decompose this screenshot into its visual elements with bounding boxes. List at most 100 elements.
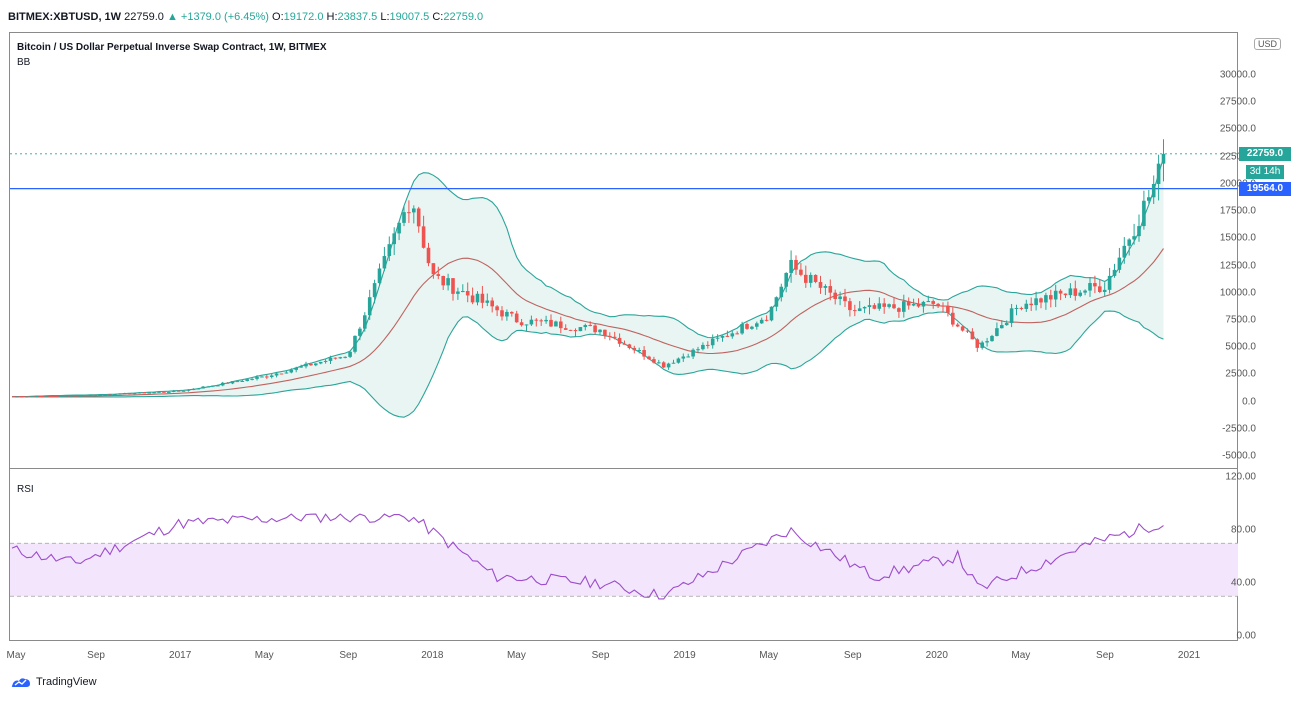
candle-body	[853, 310, 857, 312]
candle-body	[519, 322, 524, 326]
candle-body	[88, 394, 93, 396]
bollinger-band-fill	[12, 157, 1164, 418]
price-tick-label: 15000.0	[1219, 232, 1256, 244]
candle-body	[995, 328, 999, 336]
candle-body	[377, 268, 382, 284]
candle-body	[1058, 290, 1063, 294]
candle-body	[93, 394, 98, 396]
candle-body	[407, 212, 411, 214]
candle-body	[1151, 183, 1156, 198]
tradingview-logo[interactable]: TradingView	[10, 676, 97, 688]
rsi-band-fill	[10, 543, 1238, 597]
candle-body	[559, 321, 563, 329]
candle-body	[216, 385, 220, 387]
candle-body	[1063, 293, 1068, 296]
time-tick-label: Sep	[591, 650, 610, 661]
time-tick-label: Sep	[1096, 650, 1114, 661]
currency-button[interactable]: USD	[1254, 38, 1282, 50]
candle-body	[720, 335, 725, 338]
candle-body	[813, 274, 818, 283]
candle-body	[1122, 245, 1127, 258]
candle-body	[1000, 325, 1004, 329]
candle-body	[750, 326, 754, 329]
candle-body	[642, 350, 646, 357]
candle-body	[902, 301, 906, 312]
candle-body	[29, 396, 34, 398]
time-tick-label: Sep	[87, 650, 105, 661]
candle-body	[343, 356, 347, 358]
candle-body	[632, 347, 637, 351]
rsi-indicator-label[interactable]: RSI	[17, 484, 34, 495]
candle-body	[186, 389, 191, 391]
candle-body	[451, 278, 455, 294]
horizontal-line-tag: 19564.0	[1239, 182, 1291, 196]
rsi-tick-label: 120.00	[1225, 471, 1256, 483]
candle-body	[39, 396, 44, 398]
candle-body	[951, 312, 955, 325]
candle-body	[475, 293, 480, 303]
candle-body	[946, 305, 950, 313]
candle-body	[1088, 283, 1092, 291]
candle-body	[83, 395, 88, 397]
candle-body	[480, 293, 485, 303]
time-tick-label: May	[1011, 650, 1031, 661]
candle-body	[78, 395, 83, 397]
candle-body	[108, 394, 112, 396]
last-price: 22759.0	[124, 11, 164, 23]
candle-body	[755, 323, 759, 327]
symbol-name[interactable]: BITMEX:XBTUSD, 1W	[8, 11, 122, 23]
price-tick-label: 10000.0	[1219, 287, 1256, 299]
candle-body	[612, 336, 617, 338]
candle-body	[715, 337, 720, 339]
candle-body	[142, 392, 147, 394]
candle-body	[936, 303, 940, 306]
candle-body	[666, 363, 671, 368]
candle-body	[583, 325, 588, 328]
candle-body	[823, 286, 828, 288]
candle-body	[1098, 286, 1102, 292]
candle-body	[181, 390, 186, 392]
candle-body	[49, 395, 53, 397]
time-tick-label: Sep	[843, 650, 862, 661]
candle-body	[225, 382, 230, 384]
candle-body	[568, 329, 573, 331]
candle-body	[431, 263, 436, 275]
candle-body	[696, 349, 700, 351]
candle-body	[804, 274, 808, 283]
candle-body	[549, 319, 553, 327]
candle-body	[838, 296, 842, 300]
candle-body	[1024, 303, 1029, 309]
candle-body	[862, 306, 867, 309]
candle-body	[211, 385, 215, 387]
candle-body	[167, 391, 171, 393]
candle-body	[892, 304, 896, 309]
candle-body	[1049, 295, 1053, 300]
candle-body	[1044, 295, 1048, 303]
candle-body	[1127, 239, 1131, 246]
candle-body	[367, 297, 372, 316]
candle-body	[970, 331, 975, 340]
candle-body	[485, 300, 490, 303]
candle-body	[1053, 290, 1058, 300]
candle-body	[372, 283, 377, 298]
candle-body	[436, 274, 441, 276]
candle-body	[529, 319, 534, 325]
candle-body	[260, 376, 264, 378]
bb-indicator-label[interactable]: BB	[17, 57, 31, 68]
candle-body	[603, 329, 607, 336]
candle-body	[162, 391, 166, 393]
candle-body	[1102, 289, 1107, 292]
candle-body	[911, 303, 916, 306]
close-value: 22759.0	[443, 11, 484, 23]
candle-body	[1004, 323, 1009, 326]
price-tick-label: 25000.0	[1219, 123, 1256, 135]
candle-body	[701, 344, 705, 350]
candle-body	[392, 233, 396, 245]
candle-body	[544, 319, 548, 322]
price-pane[interactable]	[9, 32, 1238, 469]
candle-body	[421, 226, 426, 248]
price-tick-label: 5000.0	[1225, 341, 1256, 353]
candle-body	[358, 328, 362, 336]
candle-body	[250, 378, 254, 380]
